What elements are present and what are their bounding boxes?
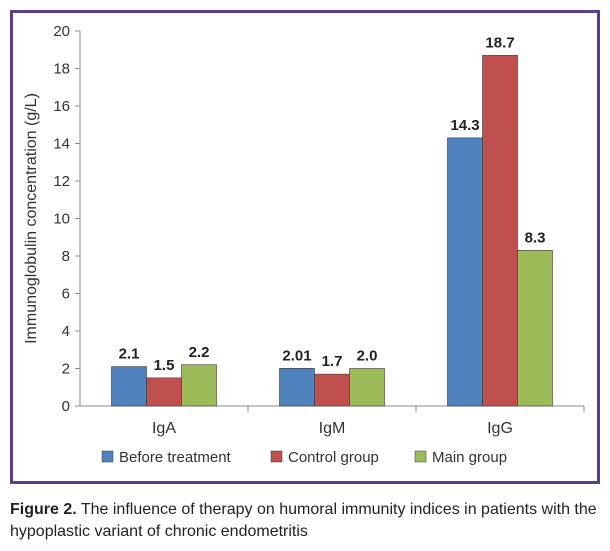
data-label: 1.5	[154, 357, 175, 374]
y-tick-label: 10	[53, 211, 70, 228]
y-tick-label: 0	[62, 398, 70, 415]
legend-label: Before treatment	[119, 449, 232, 466]
bar-igg-series-1	[482, 55, 518, 407]
bar-igm-series-0	[279, 368, 315, 407]
y-tick-label: 18	[53, 61, 70, 78]
y-axis-title: Immunoglobulin concentration (g/L)	[23, 93, 40, 344]
y-tick-label: 16	[53, 98, 70, 115]
data-label: 2.0	[357, 348, 378, 365]
legend-label: Main group	[432, 449, 507, 466]
bar-igm-series-1	[314, 373, 350, 407]
y-tick-label: 14	[53, 136, 70, 153]
legend-swatch	[414, 450, 427, 463]
bar-igm-series-2	[349, 368, 385, 407]
legend-label: Control group	[288, 449, 379, 466]
y-tick-label: 4	[62, 323, 70, 340]
data-label: 2.2	[189, 344, 210, 361]
data-label: 2.01	[282, 347, 311, 364]
data-label: 18.7	[485, 34, 514, 51]
bar-chart: 0 2 4 6 8 10 12 14 16 18 20 Immunoglobulin concentr…	[23, 23, 585, 466]
y-tick-label: 12	[53, 173, 70, 190]
y-tick-label: 8	[62, 248, 70, 265]
bar-igg-series-2	[517, 250, 553, 407]
y-tick-label: 20	[53, 23, 70, 40]
bar-igg-series-0	[447, 137, 483, 407]
caption-label: Figure 2.	[10, 501, 77, 518]
x-tick-label: IgG	[487, 420, 513, 437]
data-label: 8.3	[525, 229, 546, 246]
legend-swatch	[270, 450, 283, 463]
figure-caption: Figure 2. The influence of therapy on hu…	[10, 499, 606, 543]
data-label: 14.3	[450, 117, 479, 134]
caption-text: The influence of therapy on humoral immu…	[10, 501, 597, 540]
bar-iga-series-0	[111, 366, 147, 407]
data-label: 1.7	[322, 353, 343, 370]
data-label: 2.1	[119, 346, 140, 363]
bar-iga-series-2	[181, 364, 217, 407]
x-tick-label: IgA	[152, 420, 176, 437]
bar-iga-series-1	[146, 377, 182, 407]
y-tick-label: 6	[62, 286, 70, 303]
legend-swatch	[101, 450, 114, 463]
x-tick-label: IgM	[319, 420, 346, 437]
y-tick-label: 2	[62, 361, 70, 378]
